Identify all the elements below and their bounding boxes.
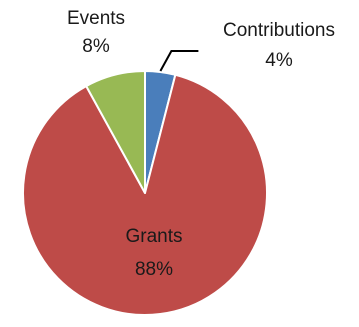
slice-value-events: 8% — [82, 36, 110, 57]
slice-label-contributions: Contributions — [223, 20, 335, 41]
slice-label-grants: Grants — [125, 226, 182, 247]
pie-slice-events — [85, 70, 146, 194]
pie-slices — [22, 70, 268, 316]
slice-value-contributions: 4% — [265, 50, 293, 71]
slice-value-grants: 88% — [135, 259, 173, 280]
pie-slice-grants — [22, 73, 268, 316]
slice-labels: Contributions 4% Events 8% Grants 88% — [67, 8, 335, 280]
leader-line-contributions — [159, 50, 199, 72]
slice-label-events: Events — [67, 8, 125, 29]
leader-lines — [159, 50, 199, 72]
